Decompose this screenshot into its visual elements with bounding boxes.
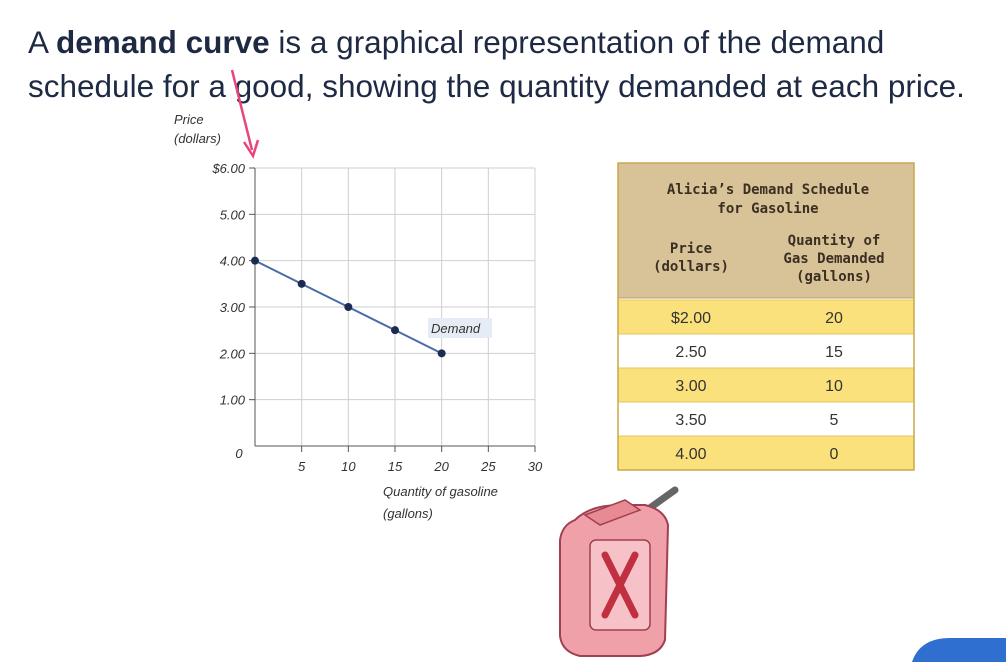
table-cell: 3.50 (675, 412, 706, 429)
y-axis-label: Price (174, 112, 204, 127)
table-cell: 5 (830, 412, 839, 429)
intro-before: A (28, 24, 48, 60)
table-row-bg (617, 367, 915, 403)
table-cell: 2.50 (675, 344, 706, 361)
table-cell: $2.00 (671, 310, 711, 327)
table-row-bg (617, 299, 915, 335)
table-title: for Gasoline (717, 201, 818, 217)
table-cell: 4.00 (675, 446, 706, 463)
x-axis-label: Quantity of gasoline (383, 484, 498, 499)
y-tick-label: 3.00 (220, 300, 246, 315)
series-label: Demand (431, 321, 481, 336)
x-tick-label: 15 (388, 459, 403, 474)
data-point (391, 326, 399, 335)
table: Alicia’s Demand Schedule for Gasoline Pric… (617, 162, 915, 471)
data-point (437, 349, 446, 358)
column-header: Gas Demanded (783, 251, 884, 267)
table-row-bg (617, 435, 915, 471)
column-header: Quantity of (788, 233, 881, 249)
column-header: Price (670, 241, 712, 257)
table-row-bg (617, 333, 915, 369)
y-tick-label: 1.00 (220, 393, 246, 408)
column-header: (dollars) (653, 259, 729, 275)
table-cell: 0 (830, 446, 839, 463)
x-tick-label: 20 (433, 459, 449, 474)
series-label-bg (428, 318, 492, 338)
column-header: (gallons) (796, 269, 872, 285)
x-tick-label: 10 (341, 459, 356, 474)
gas-can-illustration (559, 486, 679, 657)
y-tick-label: 4.00 (220, 254, 246, 269)
annotation-arrowhead (242, 139, 260, 159)
corner-decoration (912, 638, 1006, 662)
x-tick-label: 30 (528, 459, 543, 474)
x-axis-label: (gallons) (383, 506, 433, 521)
x-tick-label: 5 (298, 459, 306, 474)
chart: 5 10 15 20 25 30 0 1.00 2.00 3.00 4.00 5.00 $6.00 Pri… (174, 112, 543, 521)
data-point (297, 279, 306, 288)
data-point (251, 256, 259, 265)
x-tick-label: 25 (480, 459, 496, 474)
intro-bold: demand curve (56, 24, 270, 60)
intro-after: is a graphical representation of the dem… (28, 24, 965, 104)
y-axis-label: (dollars) (174, 131, 221, 146)
data-point (344, 303, 353, 311)
table-cell: 20 (825, 310, 843, 327)
annotation-arrow (230, 69, 254, 151)
table-cell: 3.00 (675, 378, 706, 395)
table-cell: 15 (825, 344, 843, 361)
table-row-bg (617, 401, 915, 437)
y-tick-label: 0 (235, 446, 243, 461)
y-tick-label: 2.00 (219, 346, 246, 361)
table-border (617, 162, 915, 471)
y-tick-label: 5.00 (220, 207, 246, 222)
y-tick-label: $6.00 (211, 161, 245, 176)
table-title: Alicia’s Demand Schedule (667, 182, 869, 198)
table-cell: 10 (825, 378, 843, 395)
intro-text: A demand curve is a graphical representa… (28, 20, 978, 108)
